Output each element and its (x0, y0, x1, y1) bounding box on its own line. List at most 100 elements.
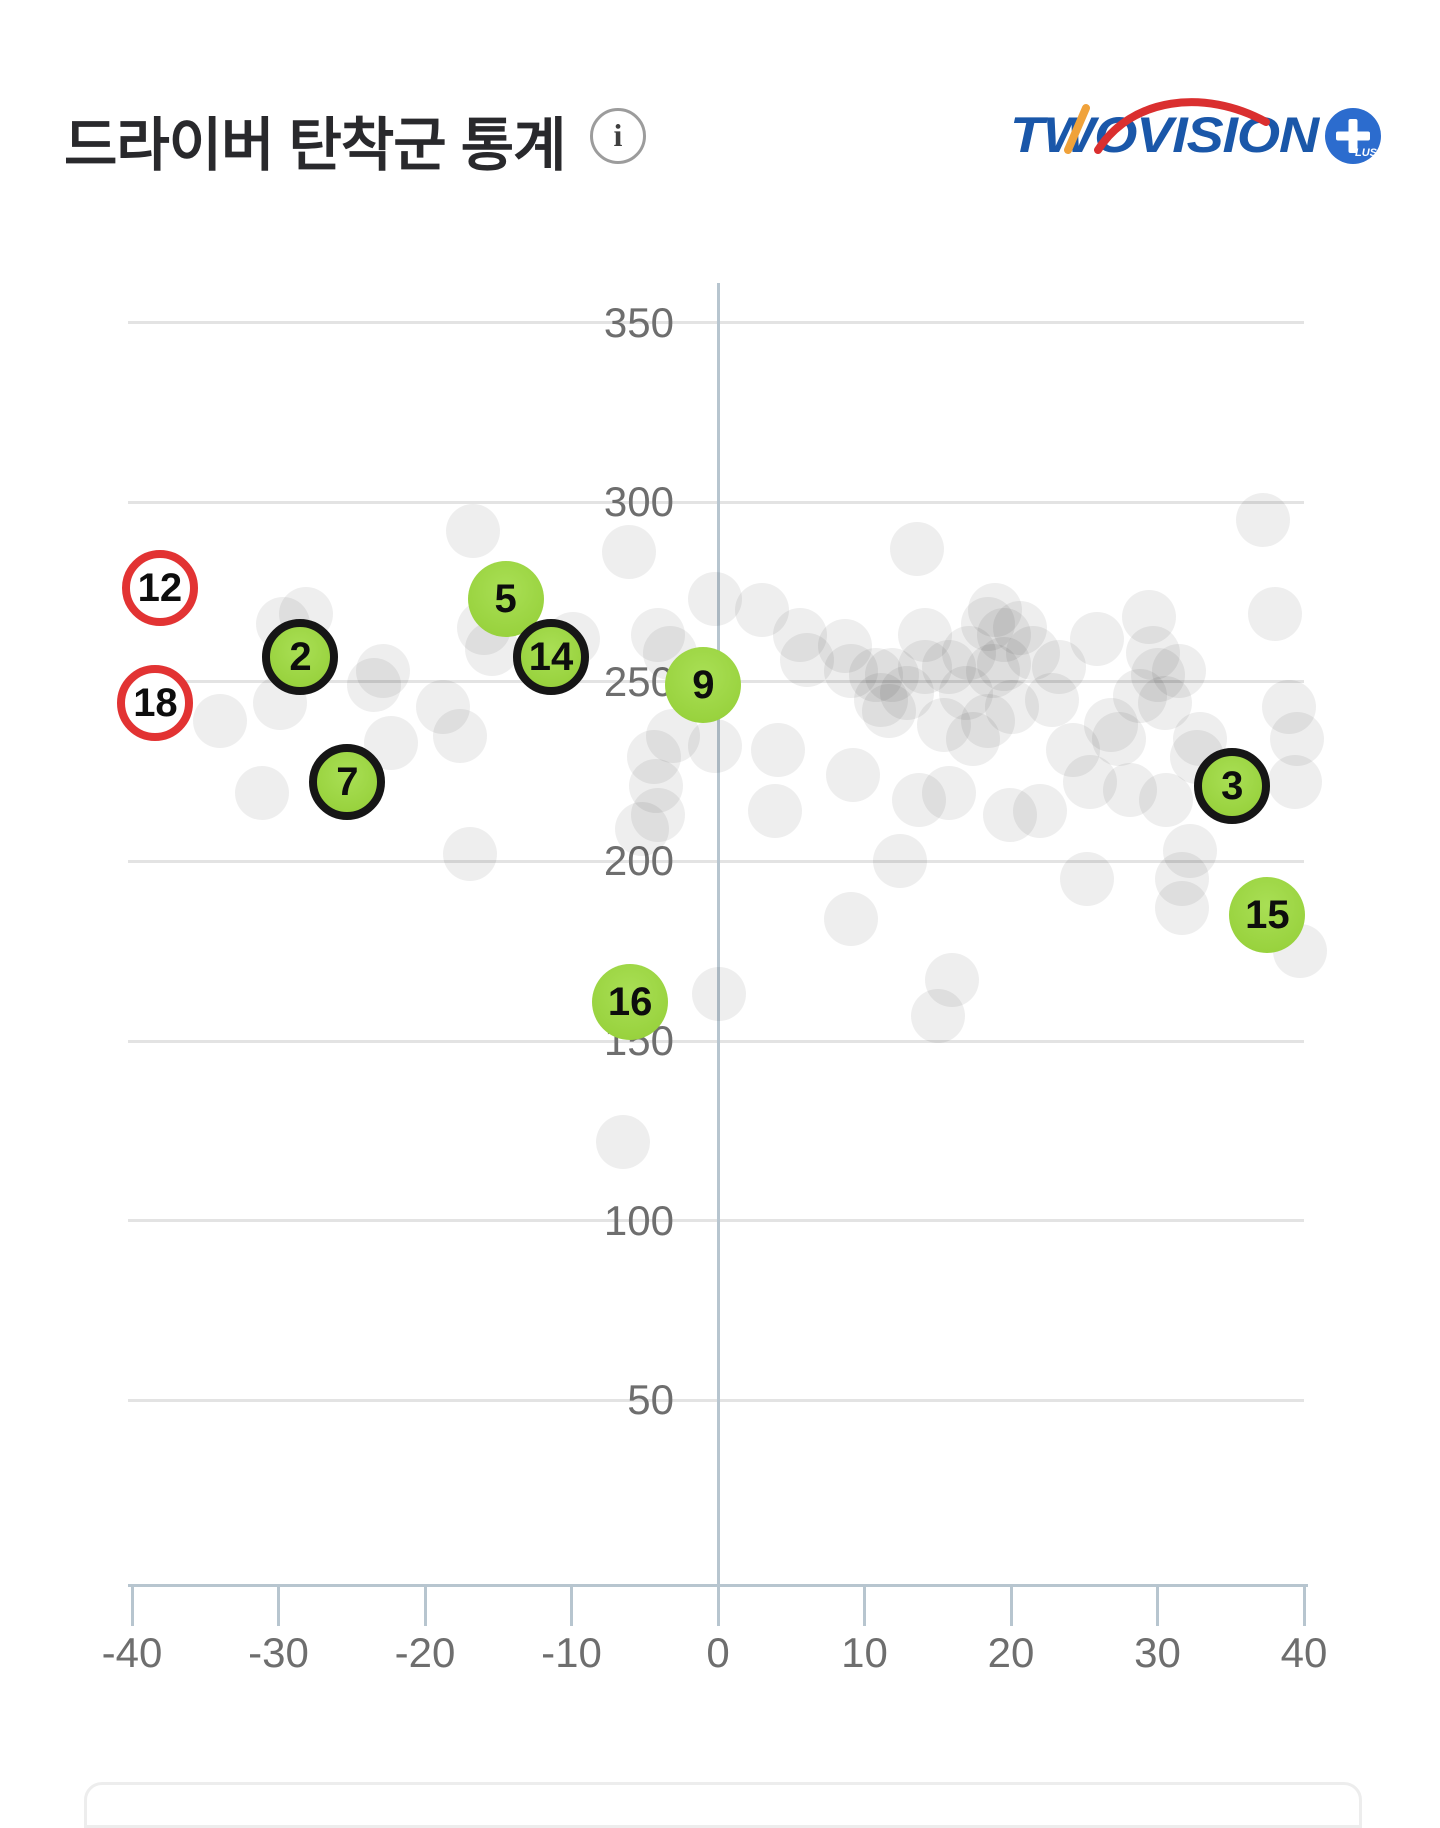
shot-dot (780, 633, 835, 688)
shot-marker-14[interactable]: 14 (512, 618, 589, 695)
x-axis-tick--10 (570, 1584, 573, 1626)
shot-dot (960, 694, 1015, 749)
y-gridline-350 (128, 321, 1304, 325)
shot-dot (1268, 755, 1323, 810)
shot-dot (1013, 784, 1068, 839)
x-axis-tick-0 (716, 1584, 720, 1626)
page-title: 드라이버 탄착군 통계 (64, 113, 566, 178)
shot-dot (925, 953, 980, 1007)
shot-dot (1070, 611, 1125, 666)
shot-dot (938, 665, 993, 720)
x-axis-tick-label-10: 10 (841, 1629, 888, 1676)
shot-dot (1032, 640, 1087, 695)
logo-orange-accent (1064, 104, 1090, 154)
shot-marker-16[interactable]: 16 (592, 963, 669, 1040)
y-axis-label-200: 200 (603, 837, 674, 885)
shot-dot (818, 618, 873, 673)
shot-marker-7[interactable]: 7 (309, 744, 386, 821)
twovision-logo-graphic: TWOVISION LUS (1010, 98, 1381, 164)
shot-dot (630, 608, 685, 663)
x-axis-tick-label-20: 20 (987, 1629, 1035, 1676)
shot-dot (1162, 823, 1217, 878)
shot-dot (734, 582, 789, 637)
x-axis-tick-label--20: -20 (394, 1629, 456, 1676)
shot-dot (922, 640, 977, 695)
shot-dot (1137, 676, 1192, 731)
shot-dot (192, 694, 247, 749)
out-of-range-marker-12[interactable]: 12 (121, 550, 198, 627)
shot-dot (976, 636, 1031, 691)
shot-dot (922, 766, 977, 821)
shot-dot (688, 719, 743, 774)
shot-dot (1139, 773, 1194, 828)
shot-dot (1005, 626, 1060, 681)
shot-dot (346, 658, 401, 713)
shot-dot (982, 787, 1037, 842)
y-axis-label-350: 350 (603, 298, 674, 346)
x-axis-tick-30 (1156, 1584, 1159, 1626)
shot-marker-2[interactable]: 2 (262, 618, 339, 695)
logo-red-swoosh (1094, 98, 1270, 154)
shot-dot (630, 787, 685, 842)
shot-dot (1060, 852, 1115, 907)
shot-dot (629, 758, 684, 813)
shot-dot (1045, 723, 1100, 778)
shot-dot (773, 608, 828, 663)
shot-dot (748, 784, 803, 839)
info-icon[interactable]: i (590, 108, 646, 164)
shot-dot (1121, 590, 1176, 645)
shot-dot (415, 679, 470, 734)
shot-dot (1262, 679, 1317, 734)
x-axis-tick--20 (423, 1584, 427, 1626)
shot-dot (595, 1114, 650, 1169)
shot-dot (355, 644, 410, 699)
shot-dot (1152, 644, 1207, 699)
x-axis-tick--30 (277, 1584, 280, 1626)
bottom-card (84, 1782, 1362, 1828)
x-axis-tick-label--40: -40 (101, 1629, 163, 1676)
x-axis-tick-label-40: 40 (1280, 1629, 1328, 1676)
x-axis-tick--40 (130, 1584, 134, 1626)
shot-dot (688, 572, 743, 627)
shot-dot (916, 697, 971, 752)
y-axis-label-100: 100 (603, 1196, 674, 1244)
shot-marker-9[interactable]: 9 (665, 647, 742, 724)
shot-marker-3[interactable]: 3 (1194, 747, 1271, 824)
shot-dot (853, 672, 908, 727)
shot-marker-15[interactable]: 15 (1229, 877, 1306, 954)
logo-text: TWOVISION (1010, 107, 1320, 163)
shot-dot (985, 679, 1040, 734)
shot-dot (941, 626, 996, 681)
out-of-range-marker-18[interactable]: 18 (117, 665, 194, 742)
shot-dot (1130, 647, 1185, 702)
shot-dot (692, 967, 747, 1022)
logo-plus-small-text: LUS (1355, 147, 1378, 159)
y-axis-label-50: 50 (627, 1376, 674, 1424)
shot-dot (235, 766, 290, 821)
x-axis-tick-20 (1009, 1584, 1013, 1626)
shot-dot (992, 600, 1047, 655)
shot-dot (862, 683, 917, 738)
shot-dot (1025, 672, 1080, 727)
y-gridline-300 (128, 500, 1304, 504)
shot-dot (614, 802, 669, 857)
shot-dot (1083, 697, 1138, 752)
x-axis-tick-40 (1302, 1584, 1306, 1626)
y-gridline-50 (128, 1398, 1304, 1402)
shot-dot (960, 597, 1015, 652)
shot-dot (1102, 762, 1157, 817)
shot-dot (910, 988, 965, 1043)
shot-dot (824, 891, 879, 946)
y-axis-label-300: 300 (603, 478, 674, 526)
shot-dot (891, 773, 946, 828)
x-axis-tick-10 (863, 1584, 866, 1626)
y-axis-label-250: 250 (603, 657, 674, 705)
x-axis-tick-label-0: 0 (706, 1629, 730, 1676)
shot-dot (824, 644, 879, 699)
shot-dot (897, 608, 952, 663)
shot-dot (967, 582, 1022, 637)
shot-dot (1269, 712, 1324, 767)
shot-dot (1112, 669, 1167, 724)
shot-dot (1126, 626, 1181, 681)
shot-dot (1155, 852, 1210, 907)
